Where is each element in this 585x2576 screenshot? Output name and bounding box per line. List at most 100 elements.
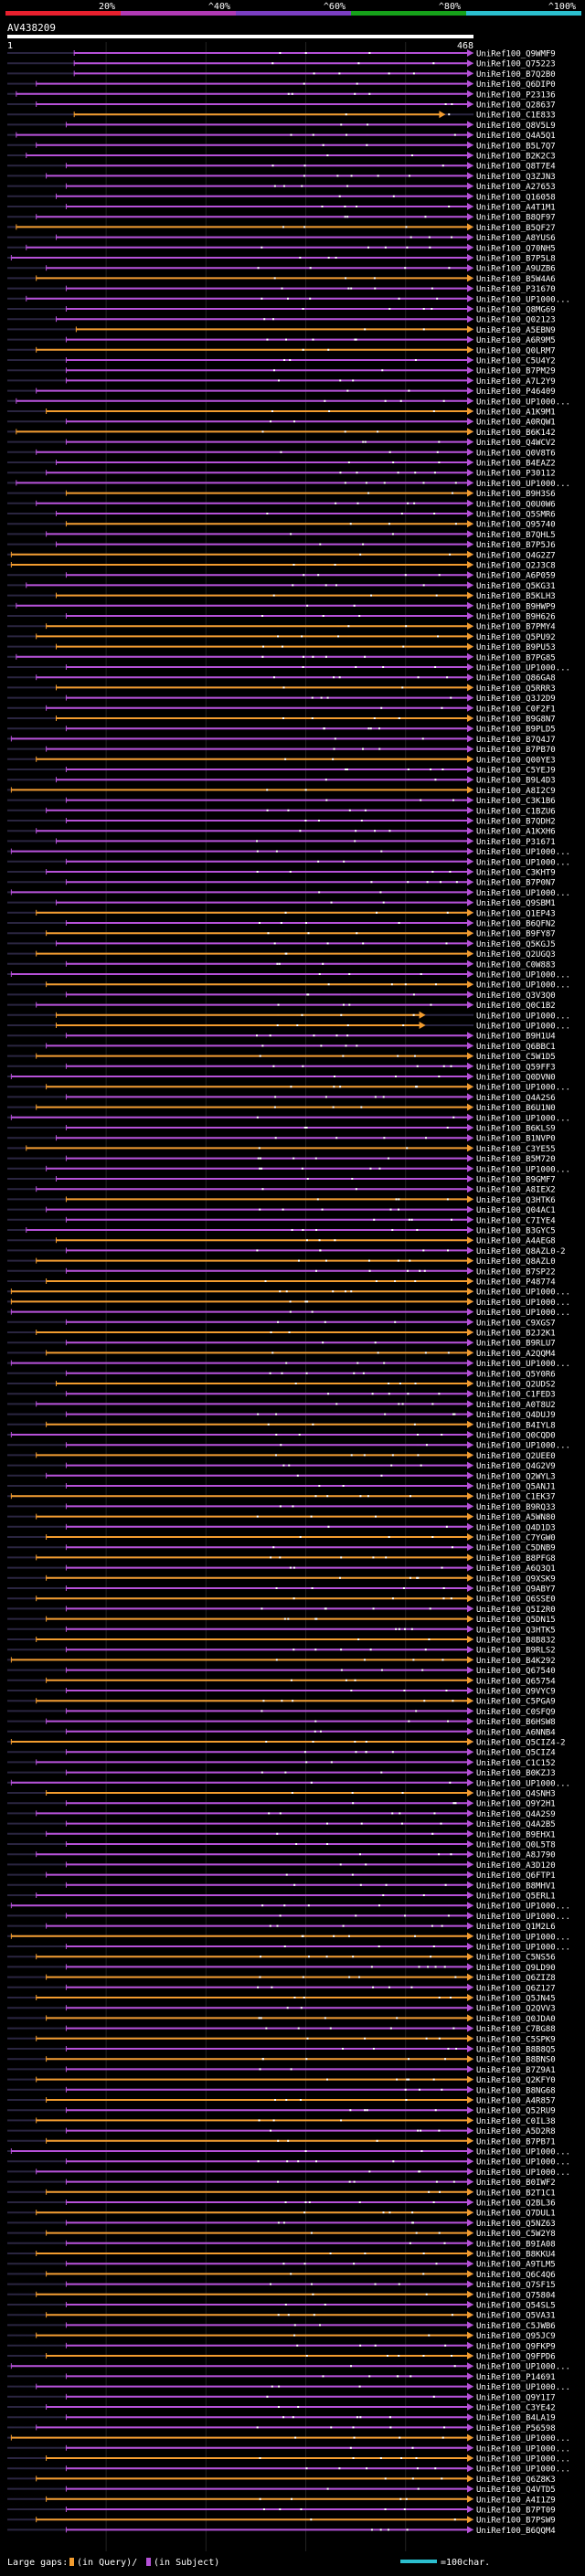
hit-label: UniRef100_UP1000... xyxy=(476,1442,570,1451)
hit-gap-mark xyxy=(291,1229,293,1231)
hit-label: UniRef100_UP1000... xyxy=(476,1944,570,1953)
hit-gap-mark xyxy=(278,962,281,965)
hit-gap-mark xyxy=(261,1771,263,1774)
hit-gap-mark xyxy=(337,635,340,638)
hit-row: UniRef100_B7SP22 xyxy=(7,1267,556,1277)
hit-label: UniRef100_A2QQM4 xyxy=(476,1350,556,1359)
hit-gap-mark xyxy=(388,451,391,453)
hit-gap-mark xyxy=(417,2129,420,2132)
hit-gap-mark xyxy=(310,2283,313,2285)
hit-arrowhead xyxy=(467,366,473,375)
hit-row: UniRef100_Q9LD90 xyxy=(7,1963,556,1973)
hit-arrowhead xyxy=(467,561,473,568)
hit-gap-mark xyxy=(453,133,456,136)
hit-gap-mark xyxy=(367,492,370,494)
hit-row: UniRef100_Q3ZJN3 xyxy=(7,172,556,182)
hit-gap-mark xyxy=(438,2231,441,2234)
hit-gap-mark xyxy=(357,1638,360,1640)
hit-gap-mark xyxy=(408,175,410,177)
hit-arrowhead xyxy=(467,991,473,999)
hit-gap-mark xyxy=(287,1617,290,1620)
hit-row: UniRef100_P46409 xyxy=(7,387,556,397)
hit-label: UniRef100_C5NS56 xyxy=(476,1954,556,1963)
hit-row: UniRef100_Q3HTK6 xyxy=(7,1195,556,1205)
legend-scale-swatch xyxy=(400,2560,437,2563)
hit-gap-mark xyxy=(257,2160,260,2163)
hit-gap-mark xyxy=(422,584,425,587)
hit-arrowhead xyxy=(467,2270,473,2278)
hit-row: UniRef100_Q8T7E4 xyxy=(7,162,556,172)
hit-label: UniRef100_Q4D1D3 xyxy=(476,1523,556,1532)
hit-gap-mark xyxy=(386,2355,388,2357)
hit-gap-mark xyxy=(354,840,356,843)
hit-gap-mark xyxy=(426,881,429,884)
hit-label: UniRef100_Q4A5Q1 xyxy=(476,132,556,141)
hit-gap-mark xyxy=(319,1730,322,1733)
gridlines xyxy=(105,42,407,2551)
hit-label: UniRef100_A4AEG8 xyxy=(476,1237,556,1246)
hit-arrowhead xyxy=(467,2219,473,2227)
hit-arrowhead xyxy=(467,1543,473,1552)
hit-row: UniRef100_UP1000... xyxy=(7,1912,570,1922)
hit-gap-mark xyxy=(314,1648,317,1651)
hit-gap-mark xyxy=(442,1597,445,1600)
hit-gap-mark xyxy=(354,92,356,95)
hit-gap-mark xyxy=(411,2446,414,2449)
hit-gap-mark xyxy=(388,830,391,832)
hit-gap-mark xyxy=(447,1352,450,1354)
hit-label: UniRef100_B8BNS0 xyxy=(476,2056,556,2065)
hit-label: UniRef100_UP1000... xyxy=(476,2383,570,2392)
hit-gap-mark xyxy=(340,1648,343,1651)
hit-arrowhead xyxy=(467,182,473,190)
hit-arrowhead xyxy=(467,1461,473,1469)
hit-label: UniRef100_Q2BL36 xyxy=(476,2200,556,2209)
hit-gap-mark xyxy=(430,1003,432,1006)
hit-gap-mark xyxy=(408,2078,410,2081)
hit-gap-mark xyxy=(304,52,307,54)
hit-arrowhead xyxy=(467,581,473,589)
hit-gap-mark xyxy=(266,338,269,341)
hit-gap-mark xyxy=(280,451,282,453)
hit-gap-mark xyxy=(322,962,324,965)
hit-gap-mark xyxy=(374,287,377,290)
hit-gap-mark xyxy=(388,2211,391,2214)
hit-row: UniRef100_Q5CIZ4-2 xyxy=(7,1738,566,1748)
hit-gap-mark xyxy=(385,1883,388,1886)
hit-arrowhead xyxy=(467,2024,473,2032)
hit-label: UniRef100_C3K1B6 xyxy=(476,797,556,806)
hit-arrowhead xyxy=(467,315,473,323)
hit-gap-mark xyxy=(296,1474,299,1477)
hit-arrowhead xyxy=(467,1533,473,1541)
hit-row: UniRef100_A27653 xyxy=(7,182,556,192)
hit-gap-mark xyxy=(388,523,390,525)
hit-gap-mark xyxy=(404,574,407,577)
hit-gap-mark xyxy=(364,655,367,658)
hit-arrowhead xyxy=(467,1656,473,1664)
hit-gap-mark xyxy=(330,1761,333,1764)
hit-gap-mark xyxy=(324,1096,327,1098)
hit-gap-mark xyxy=(256,2426,259,2429)
hit-arrowhead xyxy=(467,1727,473,1735)
hit-gap-mark xyxy=(326,1843,329,1845)
hit-row: UniRef100_Q5ERL1 xyxy=(7,1892,556,1902)
hit-label: UniRef100_Q5ERL1 xyxy=(476,1892,556,1902)
hit-gap-mark xyxy=(272,676,275,679)
hit-gap-mark xyxy=(384,2508,387,2510)
query-end-label: 468 xyxy=(457,41,473,51)
hit-gap-mark xyxy=(304,820,307,822)
hit-gap-mark xyxy=(448,113,451,116)
hit-arrowhead xyxy=(467,192,473,200)
hit-gap-mark xyxy=(325,1822,328,1825)
hit-label: UniRef100_B5M720 xyxy=(476,1155,556,1164)
hit-gap-mark xyxy=(328,410,331,412)
hit-gap-mark xyxy=(368,52,371,54)
hit-gap-mark xyxy=(285,1873,288,1876)
hit-gap-mark xyxy=(377,430,379,433)
hit-gap-mark xyxy=(348,973,351,975)
hit-gap-mark xyxy=(326,2078,329,2081)
hit-gap-mark xyxy=(360,820,363,822)
hit-gap-mark xyxy=(431,308,433,310)
hit-gap-mark xyxy=(383,1137,386,1140)
hit-row: UniRef100_C5U4Y2 xyxy=(7,356,556,366)
hit-arrowhead xyxy=(467,622,473,631)
